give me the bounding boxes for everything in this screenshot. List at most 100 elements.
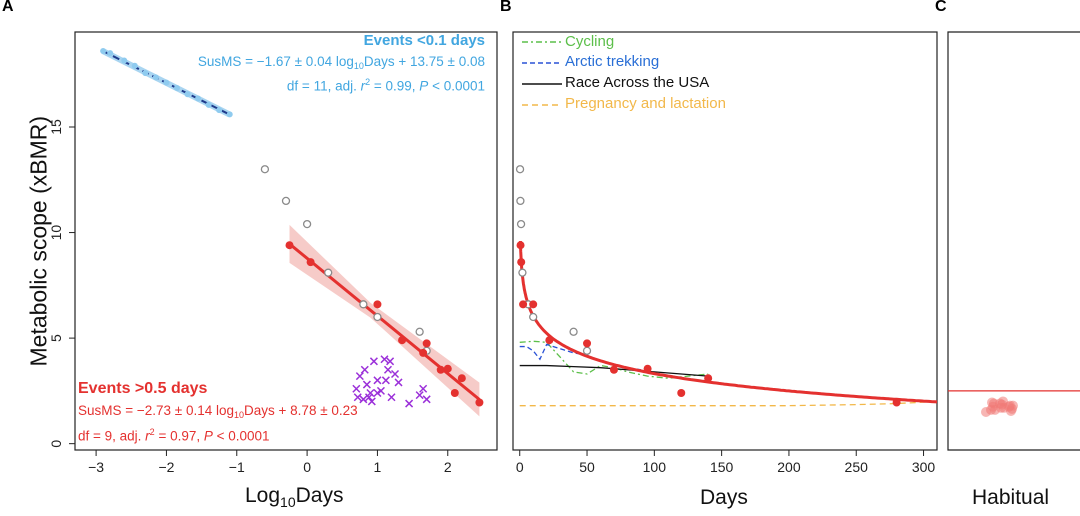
x-tick-label: 200 [777,459,801,475]
gray-open-point [516,196,525,206]
panel-b-plot: 0 50 100 150 200 250 300 [512,31,938,475]
red-point [443,364,452,373]
habitual-point [987,397,997,408]
blue-point [195,95,202,102]
habitual-point [1004,401,1014,412]
blue-events-title: Events <0.1 days [363,32,485,49]
x-tick-label: −2 [158,459,174,475]
panel-c-x-axis-label: Habitual [972,486,1050,509]
gray-open-point [373,312,382,322]
red-point [398,336,407,345]
y-tick-label: 0 [48,440,64,448]
x-tick-label: −3 [88,459,104,475]
panel-b-letter: B [500,0,512,15]
purple-x-point [360,365,369,374]
red-fit-line [288,242,481,401]
red-point [517,258,526,267]
red-point [373,300,382,309]
x-tick-label: 250 [845,459,869,475]
red-point [516,241,525,250]
gray-open-point [359,300,368,309]
panel-c-letter: C [935,0,947,15]
red-point [450,389,459,397]
purple-x-point [383,365,393,374]
habitual-point [986,404,996,415]
red-point [519,300,528,309]
y-tick-label: 10 [48,225,64,241]
blue-point [152,74,159,81]
red-point [419,348,428,357]
gray-open-point [529,312,538,322]
red-point [545,336,554,345]
purple-x-point [362,380,371,389]
blue-point [184,91,191,98]
gray-open-point [569,327,578,336]
panel-b-frame [512,31,938,451]
x-tick-label: −1 [229,459,245,475]
red-point [475,398,484,407]
x-tick-label: 0 [303,459,311,475]
purple-x-point [419,384,428,393]
gray-open-point [281,196,291,206]
panel-a-letter: A [2,0,14,15]
red-point [643,364,652,373]
red-stats: df = 9, adj. r2 = 0.97, P < 0.0001 [78,427,270,444]
purple-x-point [405,399,414,408]
legend-arctic: Arctic trekking [565,53,660,70]
panel-a-frame [74,31,498,451]
legend-race: Race Across the USA [565,74,710,91]
gray-open-point [582,346,592,355]
blue-point [107,50,114,57]
blue-point [216,107,223,114]
panel-a-x-axis-label: Log10Days [245,484,344,510]
purple-x-point [353,393,362,402]
gray-open-point [515,165,525,174]
x-tick-label: 50 [579,459,595,475]
purple-x-point [367,397,376,406]
red-events-title: Events >0.5 days [78,380,208,397]
habitual-point [995,398,1005,409]
red-point [422,339,431,348]
purple-x-point [352,384,361,393]
y-tick-label: 5 [48,334,64,342]
purple-x-point [381,376,390,385]
red-point [306,258,315,267]
purple-x-point [355,372,364,381]
gray-open-point [516,219,526,229]
blue-equation: SusMS = −1.67 ± 0.04 log10Days + 13.75 ±… [197,54,485,71]
purple-x-point [359,395,368,404]
red-point [457,374,466,383]
purple-x-point [422,395,431,404]
red-equation: SusMS = −2.73 ± 0.14 log10Days + 8.78 ± … [78,403,358,420]
legend-pregnancy: Pregnancy and lactation [565,95,726,112]
purple-x-point [386,357,395,366]
red-point [285,241,294,250]
blue-point [142,70,149,77]
panel-b-x-axis-label: Days [700,486,748,509]
blue-point [131,62,138,69]
legend-cycling: Cycling [565,33,615,50]
gray-open-point [518,268,527,277]
purple-x-point [390,369,400,379]
purple-x-point [373,376,382,385]
purple-x-point [387,393,396,402]
blue-point [163,79,170,86]
x-tick-label: 0 [516,459,524,475]
red-point [677,389,686,397]
y-tick-label: 15 [48,119,64,135]
red-point [436,365,445,374]
x-tick-label: 150 [710,459,734,475]
gray-open-point [302,219,312,229]
gray-open-point [415,327,424,336]
y-axis-label: Metabolic scope (xBMR) [25,115,52,367]
purple-x-point [380,355,389,364]
red-point [609,365,618,374]
series-line [519,400,938,407]
x-tick-label: 300 [912,459,936,475]
red-point [704,374,713,383]
purple-x-point [415,391,424,400]
x-tick-label: 2 [444,459,452,475]
x-tick-label: 1 [374,459,382,475]
purple-x-point [364,393,374,402]
